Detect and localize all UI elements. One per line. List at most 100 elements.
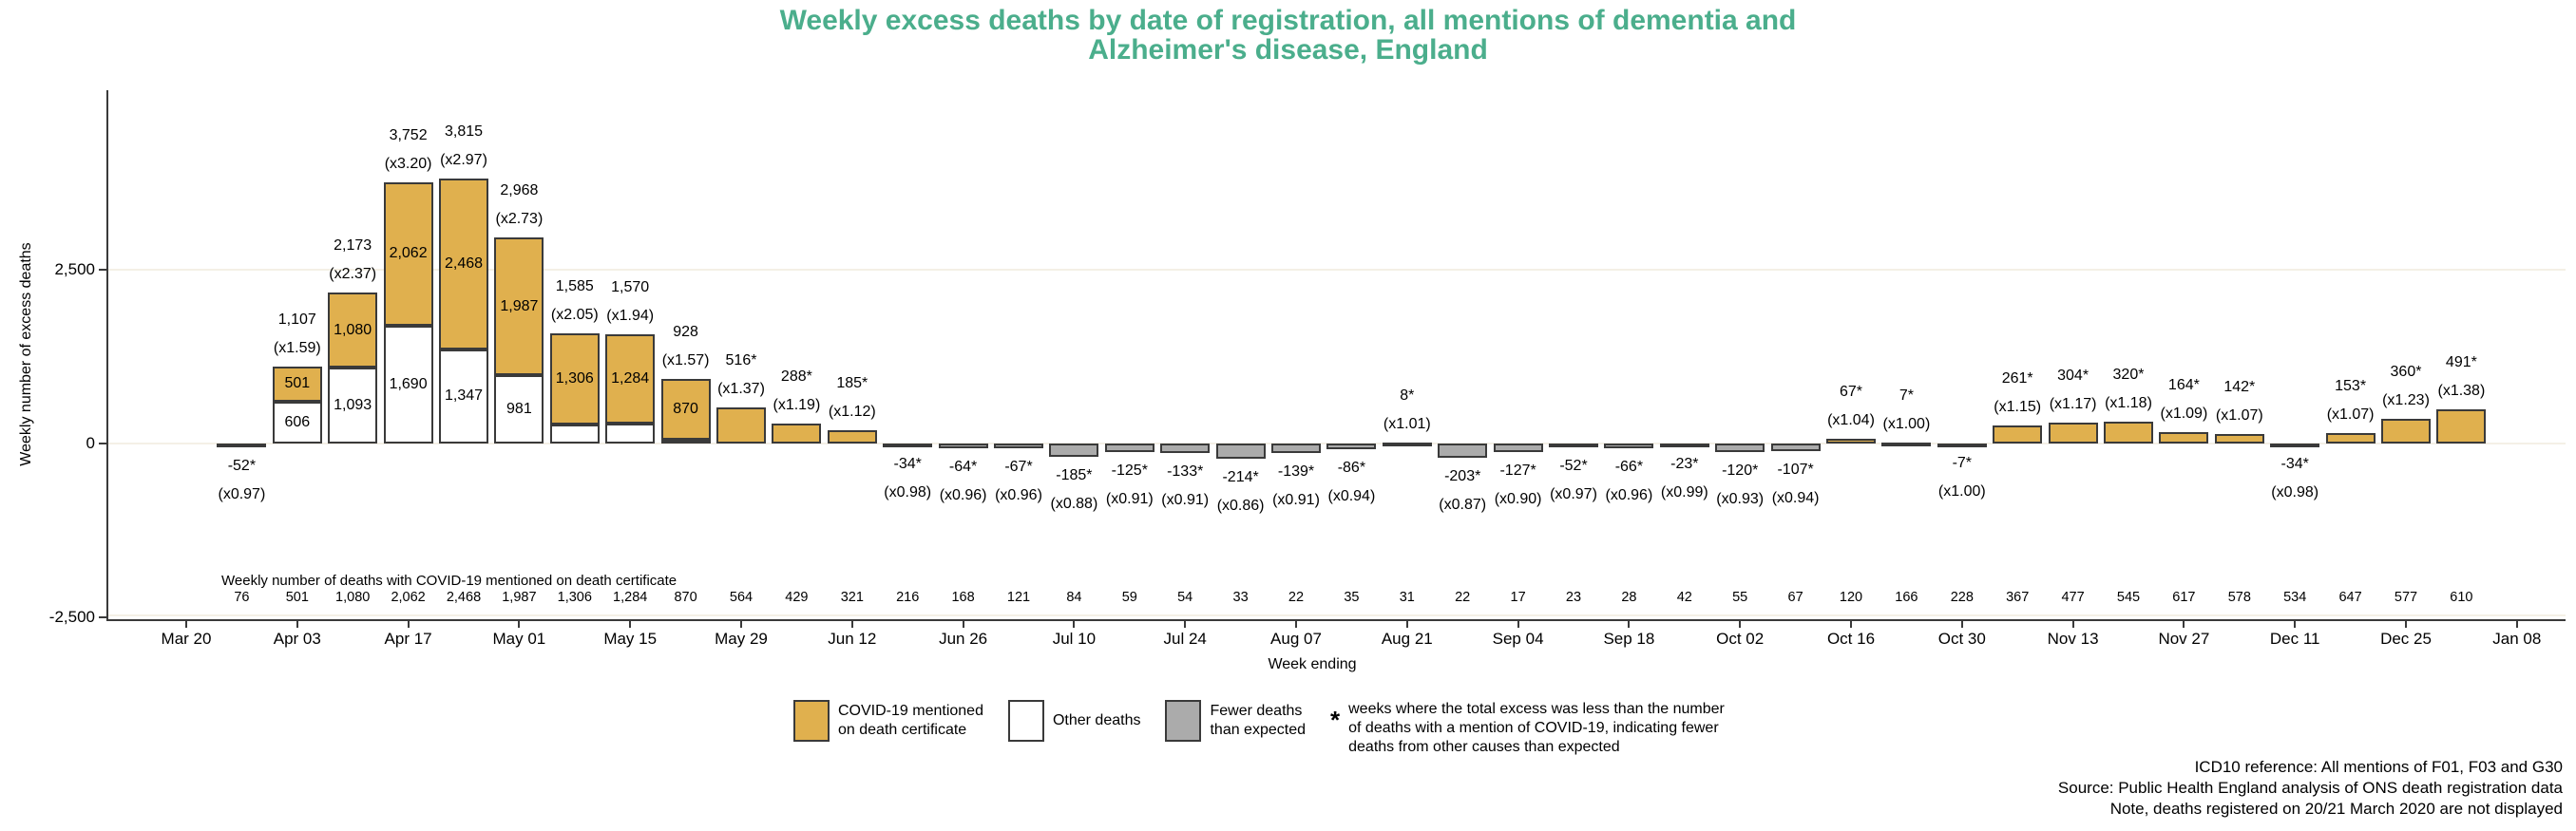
- footnote-source: Source: Public Health England analysis o…: [2057, 779, 2563, 797]
- y-gridline: [106, 269, 2566, 271]
- bar-total-label: 3,815: [444, 123, 484, 140]
- bar-annotation: 491* (x1.38): [2402, 349, 2520, 406]
- bar-fewer-deaths: [1493, 444, 1543, 453]
- covid-row-value: 121: [1006, 590, 1031, 605]
- x-tick-label: Aug 21: [1381, 630, 1433, 648]
- bar-annotation: -34* (x0.98): [2236, 450, 2354, 507]
- legend: COVID-19 mentioned on death certificate O…: [793, 700, 1725, 757]
- bar-ratio-label: (x0.96): [995, 486, 1042, 503]
- covid-row-value: 28: [1621, 590, 1637, 605]
- bar-annotation: -120* (x0.93): [1681, 457, 1799, 514]
- covid-row-value: 42: [1676, 590, 1692, 605]
- x-tick-mark: [2515, 621, 2518, 628]
- x-tick-mark: [1517, 621, 1519, 628]
- bar-annotation: -23* (x0.99): [1626, 450, 1744, 507]
- bar-total-label: -185*: [1056, 466, 1093, 483]
- bar-annotation: 7* (x1.00): [1847, 382, 1965, 439]
- bar-ratio-label: (x1.23): [2382, 391, 2430, 408]
- bar-total-label: -52*: [227, 457, 257, 474]
- covid-row-value: 2,468: [446, 590, 482, 605]
- bar-ratio-label: (x0.94): [1771, 489, 1820, 506]
- bar-annotation: 67* (x1.04): [1792, 378, 1910, 435]
- asterisk-symbol: *: [1330, 706, 1341, 734]
- bar-ratio-label: (x1.07): [2215, 406, 2263, 424]
- covid-row-value: 31: [1399, 590, 1415, 605]
- bar-covid-deaths: [549, 332, 600, 425]
- chart-title-line2: Alzheimer's disease, England: [1088, 34, 1488, 66]
- bar-ratio-label: (x0.91): [1161, 491, 1210, 508]
- bar-ratio-label: (x0.97): [1550, 485, 1597, 502]
- bar-covid-deaths: [328, 292, 378, 368]
- bar-annotation: -66* (x0.96): [1570, 453, 1688, 510]
- legend-item-covid: COVID-19 mentioned on death certificate: [793, 700, 983, 742]
- bar-covid-deaths: [2104, 421, 2153, 444]
- bar-annotation: -52* (x0.97): [182, 452, 300, 509]
- bar-covid-deaths: [1382, 443, 1432, 446]
- x-tick-label: Mar 20: [161, 630, 212, 648]
- bar-ratio-label: (x2.05): [550, 306, 599, 323]
- bar-covid-deaths: [1881, 443, 1932, 446]
- bar-ratio-label: (x1.07): [2326, 406, 2375, 423]
- bar-ratio-label: (x1.00): [1937, 483, 1986, 500]
- bar-ratio-label: (x1.17): [2049, 395, 2097, 412]
- legend-label: COVID-19 mentioned on death certificate: [838, 703, 983, 738]
- bar-ratio-label: (x1.12): [828, 404, 876, 421]
- bar-covid-deaths: [272, 366, 322, 402]
- bar-total-label: -67*: [1004, 458, 1033, 475]
- bar-fewer-deaths: [938, 444, 988, 448]
- bar-total-label: -107*: [1777, 461, 1814, 478]
- bar-annotation: -86* (x0.94): [1292, 454, 1410, 511]
- bar-other-deaths: [605, 424, 656, 444]
- bar-covid-segment-value: 1,306: [555, 369, 594, 387]
- bar-fewer-deaths: [2270, 444, 2320, 447]
- bar-other-deaths: [272, 401, 322, 444]
- bar-fewer-deaths: [217, 444, 267, 447]
- bar-total-label: 164*: [2167, 376, 2200, 393]
- y-tick-mark: [99, 443, 106, 444]
- bar-annotation: 360* (x1.23): [2347, 358, 2465, 415]
- bar-fewer-deaths: [1770, 444, 1821, 451]
- x-tick-mark: [407, 621, 410, 628]
- bar-fewer-deaths: [1271, 444, 1321, 454]
- x-tick-mark: [185, 621, 187, 628]
- bar-total-label: -125*: [1111, 463, 1148, 480]
- y-tick-label: 0: [86, 434, 95, 452]
- y-axis-title: Weekly number of excess deaths: [18, 242, 34, 466]
- bar-total-label: 8*: [1400, 387, 1415, 404]
- bar-annotation: 2,173 (x2.37): [294, 232, 411, 289]
- covid-row-value: 166: [1895, 590, 1918, 605]
- bar-ratio-label: (x0.91): [1105, 491, 1154, 508]
- bar-covid-segment-value: 870: [673, 401, 698, 418]
- x-tick-mark: [1295, 621, 1297, 628]
- covid-row-value: 22: [1288, 590, 1305, 605]
- x-tick-label: Dec 25: [2380, 630, 2432, 648]
- bar-total-label: 1,107: [277, 311, 316, 328]
- x-tick-label: Apr 17: [384, 630, 432, 648]
- bar-total-label: -133*: [1167, 463, 1204, 480]
- bar-ratio-label: (x1.18): [2105, 394, 2152, 411]
- covid-row-value: 228: [1950, 590, 1974, 605]
- bar-annotation: 1,585 (x2.05): [516, 273, 634, 330]
- bar-fewer-deaths: [1937, 444, 1987, 447]
- x-tick-mark: [2183, 621, 2185, 628]
- bar-other-deaths: [383, 326, 433, 444]
- bar-ratio-label: (x2.73): [495, 210, 544, 227]
- y-tick-label: -2,500: [48, 608, 95, 626]
- bar-total-label: 7*: [1899, 387, 1914, 404]
- bar-covid-deaths: [2214, 433, 2264, 444]
- bar-ratio-label: (x0.98): [2271, 484, 2319, 501]
- covid-row-value: 321: [840, 590, 864, 605]
- bar-ratio-label: (x1.00): [1882, 416, 1931, 432]
- covid-row-value: 54: [1177, 590, 1193, 605]
- legend-swatch-other: [1007, 700, 1044, 742]
- x-tick-mark: [1073, 621, 1076, 628]
- x-tick-label: Oct 16: [1826, 630, 1876, 648]
- bar-covid-deaths: [2381, 418, 2431, 444]
- bar-annotation: 3,815 (x2.97): [405, 118, 523, 175]
- covid-row-value: 501: [285, 590, 309, 605]
- bar-total-label: 153*: [2335, 377, 2367, 394]
- x-tick-label: Apr 03: [273, 630, 321, 648]
- bar-ratio-label: (x1.09): [2160, 405, 2208, 422]
- bar-other-deaths: [439, 349, 488, 444]
